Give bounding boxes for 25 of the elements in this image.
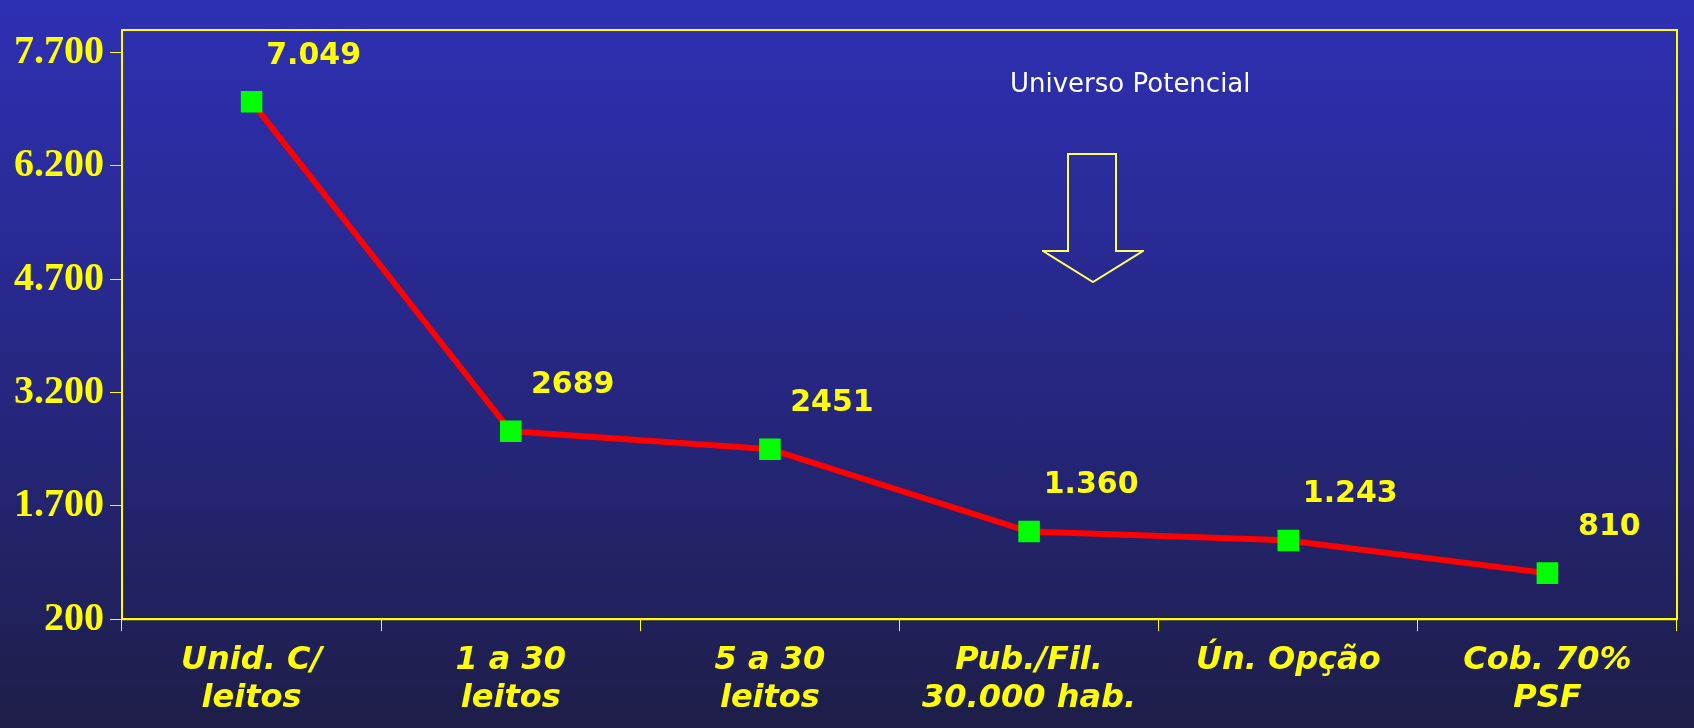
- point: [1277, 529, 1300, 552]
- data-label: 2451: [790, 382, 874, 418]
- annotation: Universo Potencial: [1010, 68, 1251, 98]
- y-tick-label: 200: [44, 593, 104, 639]
- x-tick-label: 1 a 30 leitos: [455, 638, 567, 716]
- point: [759, 438, 781, 460]
- point: [499, 420, 522, 442]
- x-tick-label: 5 a 30 leitos: [714, 638, 826, 716]
- x-tick-label: Pub./Fil. 30.000 hab.: [922, 638, 1137, 716]
- y-tick-label: 1.700: [14, 480, 104, 526]
- data-label: 2689: [531, 364, 615, 400]
- data-label: 1.360: [1043, 465, 1139, 501]
- y-tick-label: 4.700: [14, 253, 104, 299]
- x-tick-label: Unid. C/ leitos: [181, 638, 325, 716]
- point: [1018, 520, 1040, 543]
- x-tick-label: Ún. Opção: [1195, 637, 1381, 677]
- point: [240, 91, 263, 113]
- y-tick-label: 7.700: [14, 26, 104, 72]
- y-tick-label: 6.200: [14, 140, 104, 186]
- data-label: 7.049: [266, 35, 362, 71]
- y-tick-label: 3.200: [14, 366, 104, 412]
- point: [1536, 562, 1559, 584]
- data-label: 810: [1578, 506, 1641, 542]
- x-tick-label: Cob. 70% PSF: [1463, 638, 1632, 716]
- data-label: 1.243: [1302, 474, 1398, 510]
